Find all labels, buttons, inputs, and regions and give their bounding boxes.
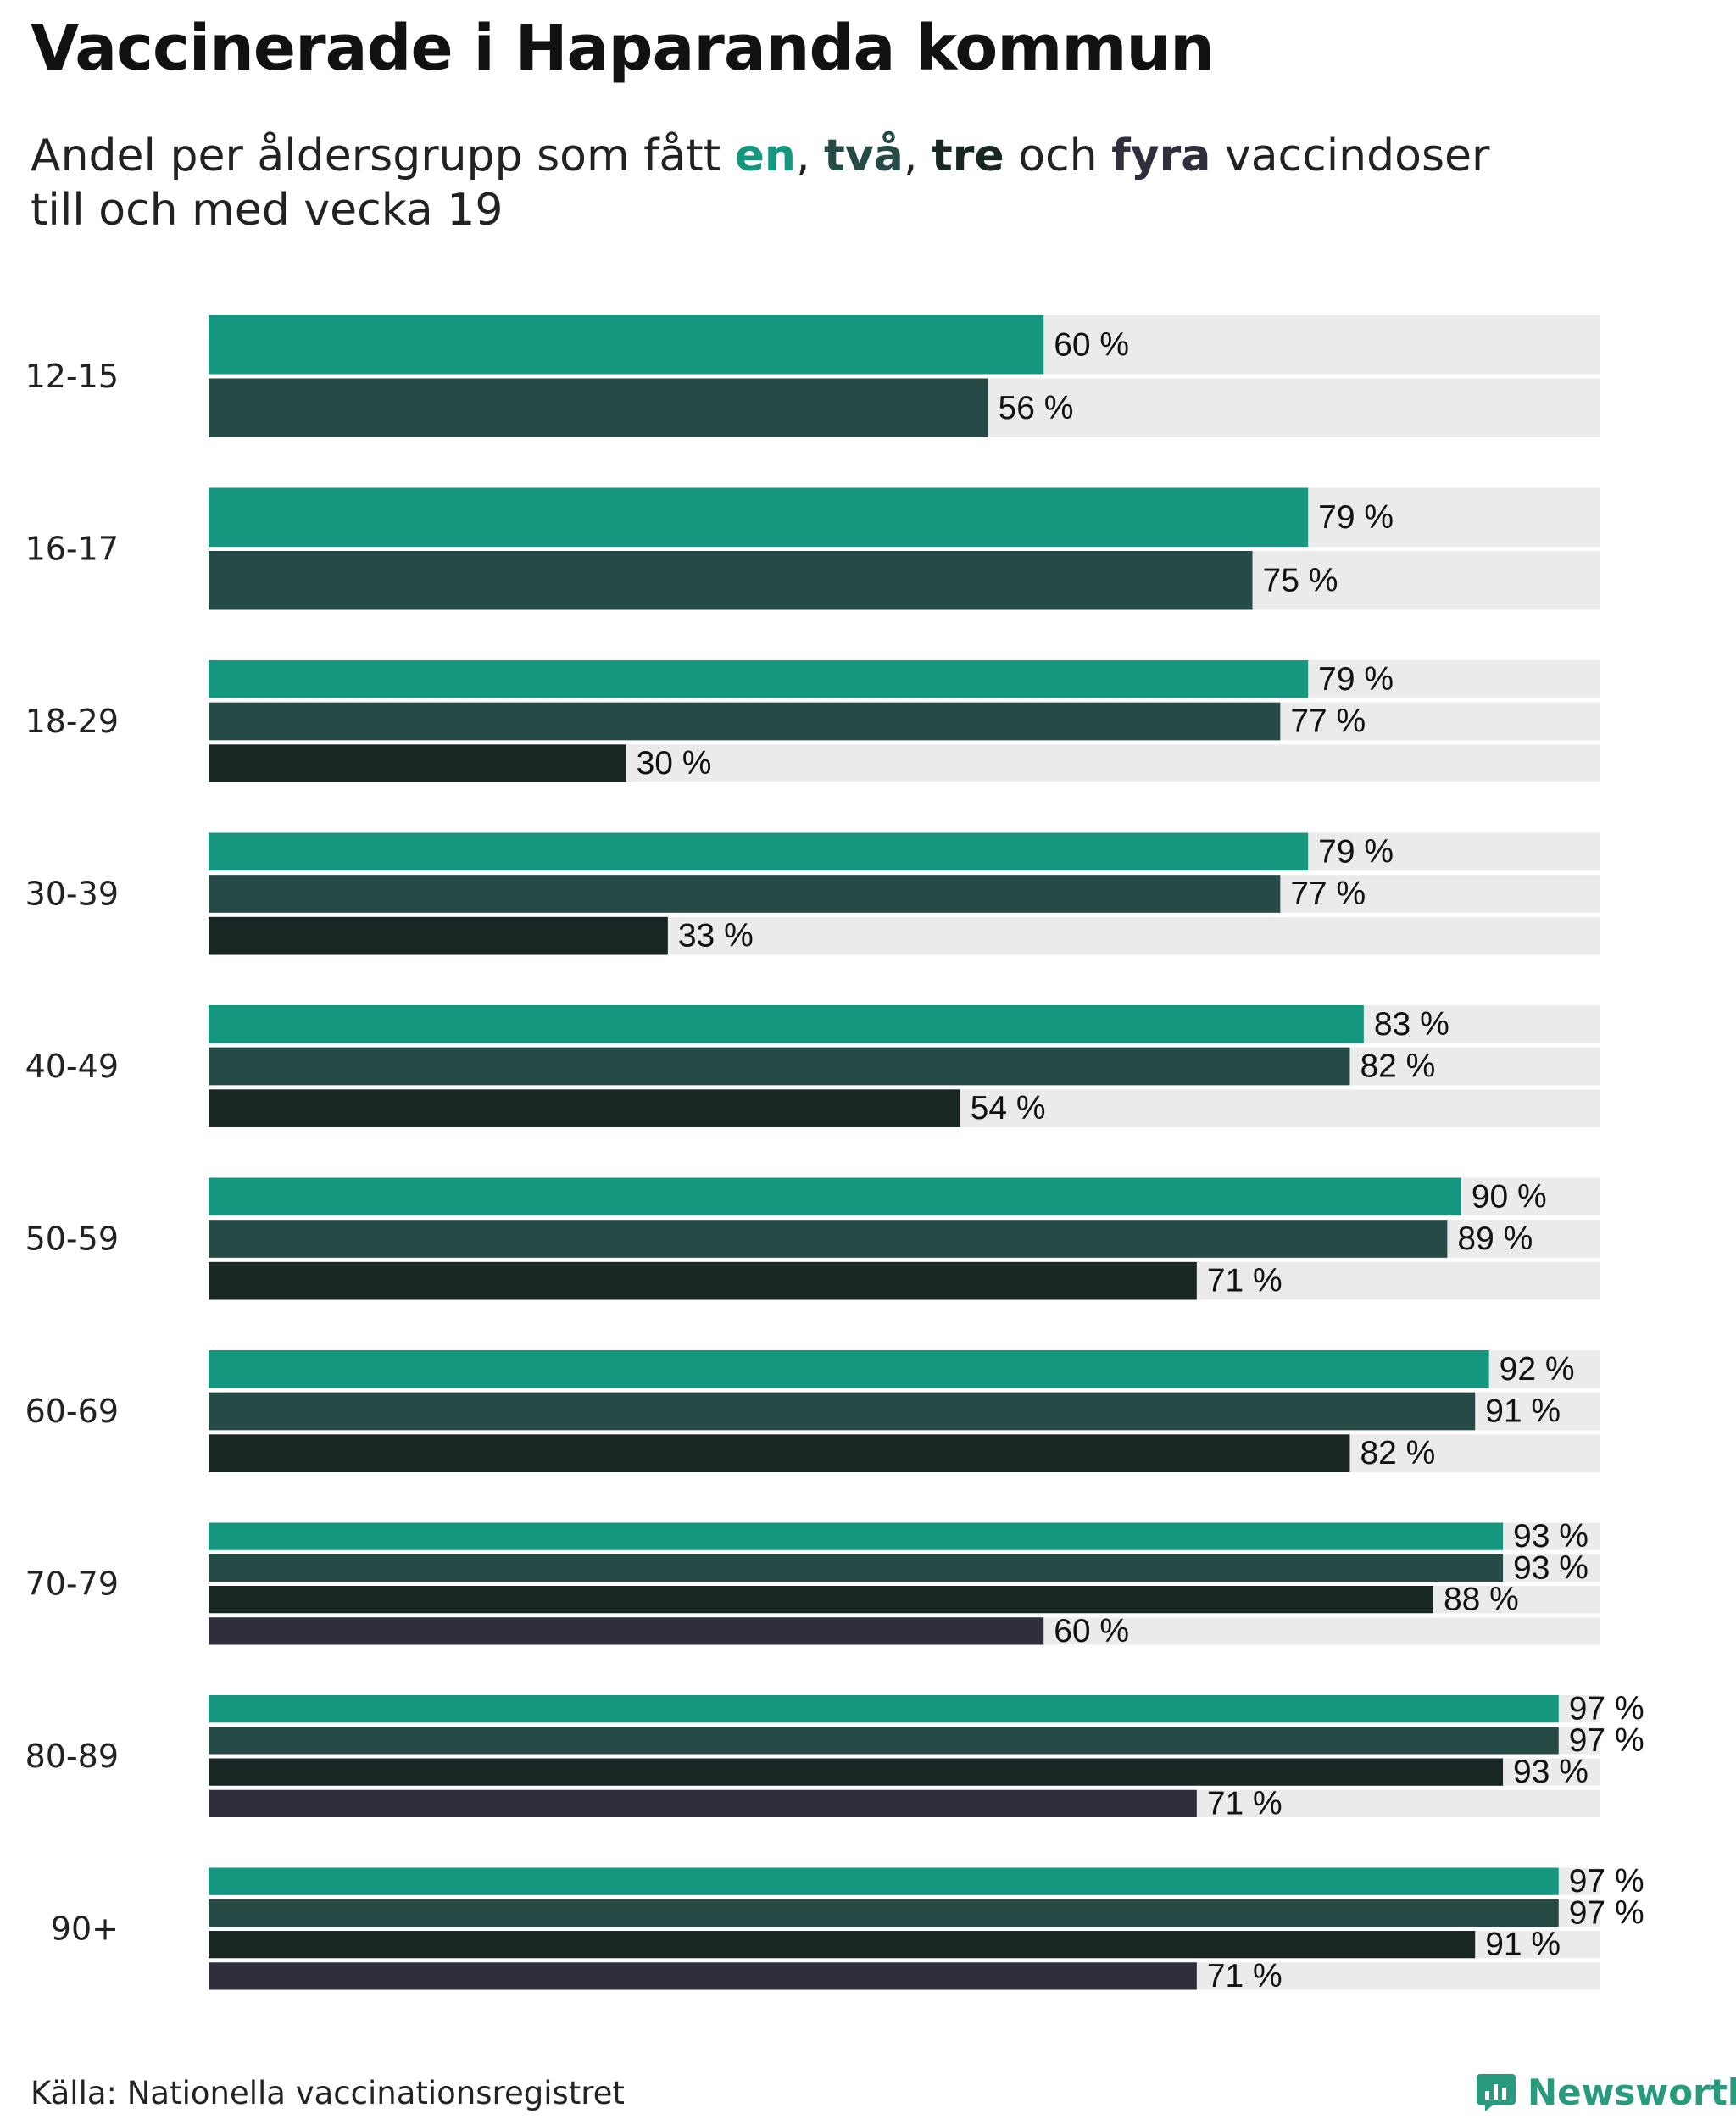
bar-value-label: 71 % [1207,1785,1283,1821]
bar-dose-3 [209,1586,1433,1614]
chart-subtitle: Andel per åldersgrupp som fått en, två, … [31,129,1489,237]
bar-value-label: 77 % [1290,704,1366,740]
subtitle-line-2: till och med vecka 19 [31,185,504,236]
bar-value-label: 71 % [1207,1958,1283,1994]
bar-value-label: 91 % [1485,1393,1561,1430]
bar-dose-3 [209,1434,1350,1472]
bar-value-label: 77 % [1290,876,1366,912]
subtitle-conjunction: och [1004,131,1112,181]
bar-dose-1 [209,1177,1461,1216]
bar-dose-2 [209,1220,1448,1258]
age-group-label: 12-15 [25,358,119,395]
bar-dose-2 [209,551,1253,610]
bar-value-label: 97 % [1569,1863,1644,1899]
bar-value-label: 97 % [1569,1722,1644,1759]
bar-dose-4 [209,1789,1197,1817]
bar-dose-4 [209,1962,1197,1990]
bar-dose-4 [209,1617,1044,1645]
bar-value-label: 79 % [1318,661,1394,698]
bar-dose-1 [209,1350,1489,1388]
bar-dose-2 [209,1899,1559,1927]
bar-dose-1 [209,1005,1364,1043]
subtitle-separator-2: , [903,131,932,181]
bar-value-label: 60 % [1054,1613,1129,1649]
bar-value-label: 93 % [1513,1754,1589,1790]
age-group-label: 80-89 [25,1738,119,1775]
bar-value-label: 82 % [1360,1435,1435,1471]
bar-value-label: 75 % [1263,562,1338,598]
bar-dose-2 [209,875,1281,913]
age-group-label: 30-39 [25,876,119,913]
age-group-label: 50-59 [25,1221,119,1258]
subtitle-dose-two: två [824,131,904,181]
bar-value-label: 79 % [1318,499,1394,536]
bar-dose-1 [209,315,1044,375]
bar-value-label: 71 % [1207,1263,1283,1299]
bar-value-label: 30 % [637,745,712,781]
brand-name: Newsworthy [1527,2071,1736,2113]
bar-value-label: 56 % [999,390,1074,426]
bar-value-label: 88 % [1444,1582,1519,1618]
chart-title: Vaccinerade i Haparanda kommun [31,12,1215,85]
newsworthy-logo-icon [1477,2074,1516,2111]
bar-dose-2 [209,378,988,437]
bar-value-label: 92 % [1500,1351,1575,1388]
bar-dose-2 [209,1047,1350,1086]
bar-dose-2 [209,1392,1476,1431]
brand-logo: Newsworthy [1475,2068,1736,2116]
source-note: Källa: Nationella vaccinationsregistret [31,2075,625,2111]
subtitle-dose-three: tre [931,131,1004,181]
bar-value-label: 97 % [1569,1894,1644,1931]
bar-dose-2 [209,702,1281,741]
bar-dose-3 [209,1089,960,1127]
bar-value-label: 54 % [971,1090,1046,1126]
age-group-label: 16-17 [25,531,119,568]
subtitle-line-1: Andel per åldersgrupp som fått en, två, … [31,129,1489,183]
bar-value-label: 91 % [1485,1927,1561,1963]
bar-dose-1 [209,1522,1504,1550]
bar-dose-1 [209,660,1309,698]
age-group-label: 18-29 [25,703,119,740]
subtitle-prefix: Andel per åldersgrupp som fått [31,131,735,181]
bar-dose-2 [209,1554,1504,1582]
bar-value-label: 60 % [1054,326,1129,363]
age-group-label: 60-69 [25,1393,119,1430]
bar-value-label: 82 % [1360,1048,1435,1085]
age-group-label: 70-79 [25,1566,119,1603]
bar-dose-1 [209,487,1309,547]
bar-dose-1 [209,832,1309,871]
bar-value-label: 97 % [1569,1691,1644,1727]
age-group-label: 40-49 [25,1048,119,1085]
bar-value-label: 79 % [1318,833,1394,870]
bar-value-label: 93 % [1513,1518,1589,1554]
bar-value-label: 83 % [1374,1006,1449,1043]
bar-dose-3 [209,1261,1197,1300]
bar-dose-1 [209,1695,1559,1723]
subtitle-dose-four: fyra [1111,131,1211,181]
bar-value-label: 89 % [1457,1221,1533,1257]
bar-dose-2 [209,1727,1559,1755]
bar-dose-3 [209,916,668,955]
subtitle-dose-one: en [734,131,796,181]
bar-value-label: 90 % [1472,1178,1547,1215]
subtitle-suffix: vaccindoser [1210,131,1490,181]
age-group-label: 90+ [51,1910,119,1948]
bar-chart: 12-15 60 % 56 % 16-17 79 % 75 % 18-29 79 % 77 % 3… [25,315,1644,1994]
subtitle-separator-1: , [795,131,825,181]
bar-value-label: 93 % [1513,1549,1589,1586]
bar-dose-3 [209,744,626,782]
bar-dose-3 [209,1758,1504,1786]
bar-value-label: 33 % [678,918,754,954]
bar-dose-1 [209,1867,1559,1895]
bar-dose-3 [209,1931,1476,1959]
